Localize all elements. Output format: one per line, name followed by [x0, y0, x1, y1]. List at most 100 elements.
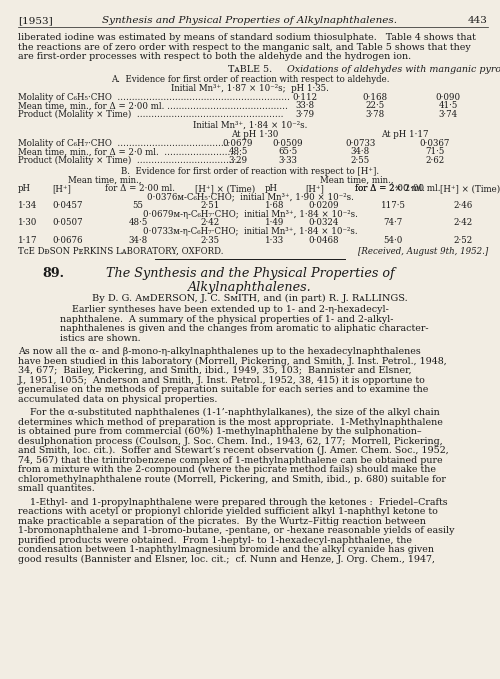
Text: Initial Mn³⁺, 1·84 × 10⁻²s.: Initial Mn³⁺, 1·84 × 10⁻²s.: [193, 121, 307, 130]
Text: 54·0: 54·0: [384, 236, 402, 244]
Text: 1·49: 1·49: [265, 219, 284, 227]
Text: 89.: 89.: [42, 268, 64, 280]
Text: 3·33: 3·33: [278, 156, 297, 165]
Text: 2·35: 2·35: [200, 236, 220, 244]
Text: J., 1951, 1055;  Anderson and Smith, J. Inst. Petrol., 1952, 38, 415) it is oppo: J., 1951, 1055; Anderson and Smith, J. I…: [18, 375, 426, 385]
Text: determines which method of preparation is the most appropriate.  1-Methylnaphtha: determines which method of preparation i…: [18, 418, 443, 427]
Text: pH: pH: [18, 184, 31, 193]
Text: liberated iodine was estimated by means of standard sodium thiosulphate.   Table: liberated iodine was estimated by means …: [18, 33, 476, 42]
Text: 34, 677;  Bailey, Pickering, and Smith, ibid., 1949, 35, 103;  Bannister and Els: 34, 677; Bailey, Pickering, and Smith, i…: [18, 366, 411, 375]
Text: Alkylnaphthalenes.: Alkylnaphthalenes.: [188, 281, 312, 294]
Text: 0·0676: 0·0676: [52, 236, 82, 244]
Text: 0·0457: 0·0457: [52, 201, 82, 210]
Text: Mean time, min.,: Mean time, min.,: [320, 176, 394, 185]
Text: 41·5: 41·5: [438, 101, 458, 111]
Text: istics are shown.: istics are shown.: [60, 334, 140, 343]
Text: make practicable a separation of the picrates.  By the Wurtz–Fittig reaction bet: make practicable a separation of the pic…: [18, 517, 426, 526]
Text: chloromethylnaphthalene route (Morrell, Pickering, and Smith, ibid., p. 680) sui: chloromethylnaphthalene route (Morrell, …: [18, 475, 446, 484]
Text: Mean time, min., for Δ = 2·00 ml. ……………………………………: Mean time, min., for Δ = 2·00 ml. …………………: [18, 101, 288, 111]
Text: desulphonation process (Coulson, J. Soc. Chem. Ind., 1943, 62, 177;  Morrell, Pi: desulphonation process (Coulson, J. Soc.…: [18, 437, 443, 446]
Text: 2·42: 2·42: [454, 219, 472, 227]
Text: for Δ = 2·00 ml.: for Δ = 2·00 ml.: [105, 184, 175, 193]
Text: As now all the α- and β-mono-η-alkylnaphthalenes up to the hexadecylnaphthalenes: As now all the α- and β-mono-η-alkylnaph…: [18, 347, 421, 356]
Text: 2·51: 2·51: [200, 201, 220, 210]
Text: [H⁺] × (Time): [H⁺] × (Time): [195, 184, 256, 193]
Text: 0·0376ᴍ-C₆H₅·CHO;  initial Mn³⁺, 1·90 × 10⁻²s.: 0·0376ᴍ-C₆H₅·CHO; initial Mn³⁺, 1·90 × 1…: [146, 193, 354, 202]
Text: Product (Molality × Time)  ……………………………………………: Product (Molality × Time) ………………………………………: [18, 110, 283, 120]
Text: The Synthesis and the Physical Properties of: The Synthesis and the Physical Propertie…: [106, 268, 395, 280]
Text: 117·5: 117·5: [380, 201, 406, 210]
Text: 1·30: 1·30: [18, 219, 38, 227]
Text: For the α-substituted naphthalenes (1-1’-naphthylalkanes), the size of the alkyl: For the α-substituted naphthalenes (1-1’…: [18, 408, 440, 418]
Text: 0·0367: 0·0367: [420, 139, 450, 147]
Text: 1-bromonaphthalene and 1-bromo-butane, -pentane, or -hexane reasonable yields of: 1-bromonaphthalene and 1-bromo-butane, -…: [18, 526, 454, 535]
Text: 0·0209: 0·0209: [308, 201, 338, 210]
Text: At pH 1·17: At pH 1·17: [382, 130, 429, 139]
Text: 0·0733ᴍ-η-C₆H₇·CHO;  initial Mn³⁺, 1·84 × 10⁻²s.: 0·0733ᴍ-η-C₆H₇·CHO; initial Mn³⁺, 1·84 ×…: [142, 227, 358, 236]
Text: is obtained pure from commercial (60%) 1-methylnaphthalene by the sulphonation–: is obtained pure from commercial (60%) 1…: [18, 427, 421, 437]
Text: 2·46: 2·46: [454, 201, 472, 210]
Text: 1·34: 1·34: [18, 201, 37, 210]
Text: have been studied in this laboratory (Morrell, Pickering, and Smith, J. Inst. Pe: have been studied in this laboratory (Mo…: [18, 356, 447, 366]
Text: 0·0509: 0·0509: [272, 139, 304, 147]
Text: 22·5: 22·5: [366, 101, 384, 111]
Text: 1·33: 1·33: [265, 236, 284, 244]
Text: 71·5: 71·5: [426, 147, 444, 156]
Text: At pH 1·30: At pH 1·30: [232, 130, 278, 139]
Text: 34·8: 34·8: [128, 236, 148, 244]
Text: 34·8: 34·8: [350, 147, 370, 156]
Text: small quantites.: small quantites.: [18, 484, 95, 494]
Text: 74·7: 74·7: [384, 219, 402, 227]
Text: Initial Mn³⁺, 1·87 × 10⁻²s;  pH 1·35.: Initial Mn³⁺, 1·87 × 10⁻²s; pH 1·35.: [171, 84, 329, 93]
Text: Earlier syntheses have been extended up to 1- and 2-η-hexadecyl-: Earlier syntheses have been extended up …: [60, 306, 389, 314]
Text: pH: pH: [265, 184, 278, 193]
Text: 2·52: 2·52: [454, 236, 472, 244]
Text: TᴄE DᴆSON PᴇRKINS LᴀBORATORY, OXFORD.: TᴄE DᴆSON PᴇRKINS LᴀBORATORY, OXFORD.: [18, 246, 224, 255]
Text: 1·17: 1·17: [18, 236, 38, 244]
Text: By D. G. AᴍDERSON, J. C. SᴍITH, and (in part) R. J. RᴀLLINGS.: By D. G. AᴍDERSON, J. C. SᴍITH, and (in …: [92, 294, 408, 304]
Text: 0·0733: 0·0733: [345, 139, 375, 147]
Text: 2·42: 2·42: [200, 219, 220, 227]
Text: Synthesis and Physical Properties of Alkylnaphthalenes.: Synthesis and Physical Properties of Alk…: [102, 16, 398, 25]
Text: 0·0679ᴍ-η-C₆H₇·CHO;  initial Mn³⁺, 1·84 × 10⁻²s.: 0·0679ᴍ-η-C₆H₇·CHO; initial Mn³⁺, 1·84 ×…: [142, 210, 358, 219]
Text: Molality of C₆H₅·CHO  ……………………………………………………: Molality of C₆H₅·CHO ……………………………………………………: [18, 92, 290, 102]
Text: 443: 443: [468, 16, 488, 25]
Text: TᴀBLE 5.: TᴀBLE 5.: [228, 65, 272, 75]
Text: 74, 567) that the trinitrobenzene complex of 1-methylnaphthalene can be obtained: 74, 567) that the trinitrobenzene comple…: [18, 456, 442, 465]
Text: Mean time, min.,: Mean time, min.,: [68, 176, 142, 185]
Text: reactions with acetyl or propionyl chloride yielded sufficient alkyl 1-naphthyl : reactions with acetyl or propionyl chlor…: [18, 507, 438, 516]
Text: 0·0468: 0·0468: [308, 236, 338, 244]
Text: and Smith, loc. cit.).  Soffer and Stewart’s recent observation (J. Amer. Chem. : and Smith, loc. cit.). Soffer and Stewar…: [18, 446, 449, 456]
Text: from a mixture with the 2-compound (where the picrate method fails) should make : from a mixture with the 2-compound (wher…: [18, 465, 436, 475]
Text: for Δ = 2·00 ml.: for Δ = 2·00 ml.: [355, 184, 425, 193]
Text: the reactions are of zero order with respect to the manganic salt, and Table 5 s: the reactions are of zero order with res…: [18, 43, 471, 52]
Text: 3·79: 3·79: [296, 110, 314, 120]
Text: Oxidations of aldehydes with manganic pyrophosphate solution.: Oxidations of aldehydes with manganic py…: [278, 65, 500, 75]
Text: 65·5: 65·5: [278, 147, 297, 156]
Text: 0·0507: 0·0507: [52, 219, 82, 227]
Text: 0·168: 0·168: [362, 92, 388, 102]
Text: [1953]: [1953]: [18, 16, 53, 25]
Text: 0·0324: 0·0324: [308, 219, 338, 227]
Text: for Δ = 2× 2·00 ml.: for Δ = 2× 2·00 ml.: [355, 184, 440, 193]
Text: [H⁺]: [H⁺]: [305, 184, 324, 193]
Text: 3·74: 3·74: [438, 110, 458, 120]
Text: are first-order processes with respect to both the aldehyde and the hydrogen ion: are first-order processes with respect t…: [18, 52, 411, 61]
Text: Product (Molality × Time)  ………………………………: Product (Molality × Time) ………………………………: [18, 156, 240, 165]
Text: naphthalene.  A summary of the physical properties of 1- and 2-alkyl-: naphthalene. A summary of the physical p…: [60, 315, 394, 324]
Text: 55: 55: [132, 201, 143, 210]
Text: Mean time, min., for Δ = 2·0 ml.  ………………………: Mean time, min., for Δ = 2·0 ml. ……………………: [18, 147, 242, 156]
Text: 1·68: 1·68: [265, 201, 284, 210]
Text: 2·55: 2·55: [350, 156, 370, 165]
Text: generalise on the methods of preparation suitable for each series and to examine: generalise on the methods of preparation…: [18, 385, 428, 394]
Text: [H⁺]: [H⁺]: [52, 184, 71, 193]
Text: Molality of C₆H₇·CHO  …………………………………: Molality of C₆H₇·CHO …………………………………: [18, 139, 230, 147]
Text: B.  Evidence for first order of reaction with respect to [H⁺].: B. Evidence for first order of reaction …: [121, 167, 379, 176]
Text: purified products were obtained.  From 1-heptyl- to 1-hexadecyl-naphthalene, the: purified products were obtained. From 1-…: [18, 536, 412, 545]
Text: condensation between 1-naphthylmagnesium bromide and the alkyl cyanide has given: condensation between 1-naphthylmagnesium…: [18, 545, 434, 554]
Text: 3·29: 3·29: [228, 156, 248, 165]
Text: 3·78: 3·78: [366, 110, 384, 120]
Text: 0·0679: 0·0679: [223, 139, 254, 147]
Text: 1-Ethyl- and 1-propylnaphthalene were prepared through the ketones :  Friedel–Cr: 1-Ethyl- and 1-propylnaphthalene were pr…: [18, 498, 448, 507]
Text: 33·8: 33·8: [296, 101, 314, 111]
